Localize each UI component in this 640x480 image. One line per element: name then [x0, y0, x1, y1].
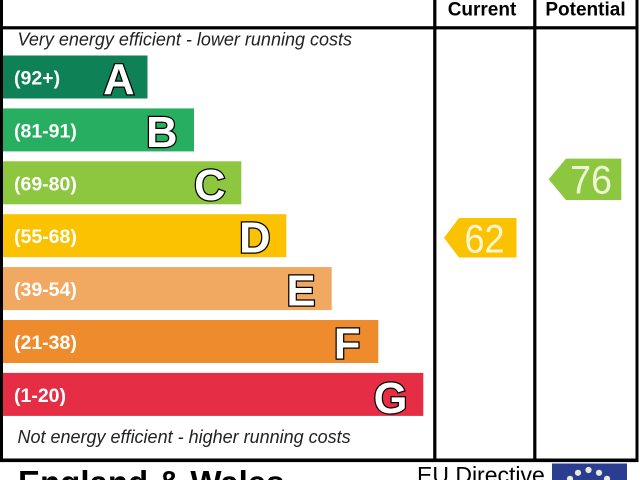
- svg-text:A: A: [103, 56, 134, 104]
- svg-text:E: E: [286, 268, 315, 316]
- svg-text:C: C: [194, 162, 225, 210]
- svg-text:(92+): (92+): [14, 68, 60, 90]
- svg-text:F: F: [334, 321, 361, 369]
- svg-text:England & Wales: England & Wales: [18, 464, 284, 480]
- svg-text:62: 62: [465, 218, 505, 262]
- svg-text:(21-38): (21-38): [14, 332, 77, 354]
- svg-text:G: G: [374, 375, 408, 423]
- svg-text:D: D: [239, 215, 270, 263]
- svg-text:B: B: [146, 109, 177, 157]
- svg-text:(55-68): (55-68): [14, 226, 77, 248]
- svg-text:76: 76: [570, 159, 612, 203]
- svg-text:(39-54): (39-54): [14, 279, 77, 301]
- svg-text:Current: Current: [448, 0, 517, 21]
- svg-text:Very energy efficient - lower: Very energy efficient - lower running co…: [18, 30, 353, 50]
- svg-text:Potential: Potential: [545, 0, 625, 21]
- svg-text:EU Directive: EU Directive: [417, 462, 545, 480]
- svg-text:(1-20): (1-20): [14, 385, 66, 407]
- svg-text:(81-91): (81-91): [14, 120, 77, 142]
- svg-text:Not energy efficient - higher: Not energy efficient - higher running co…: [18, 427, 351, 447]
- svg-text:(69-80): (69-80): [14, 173, 77, 195]
